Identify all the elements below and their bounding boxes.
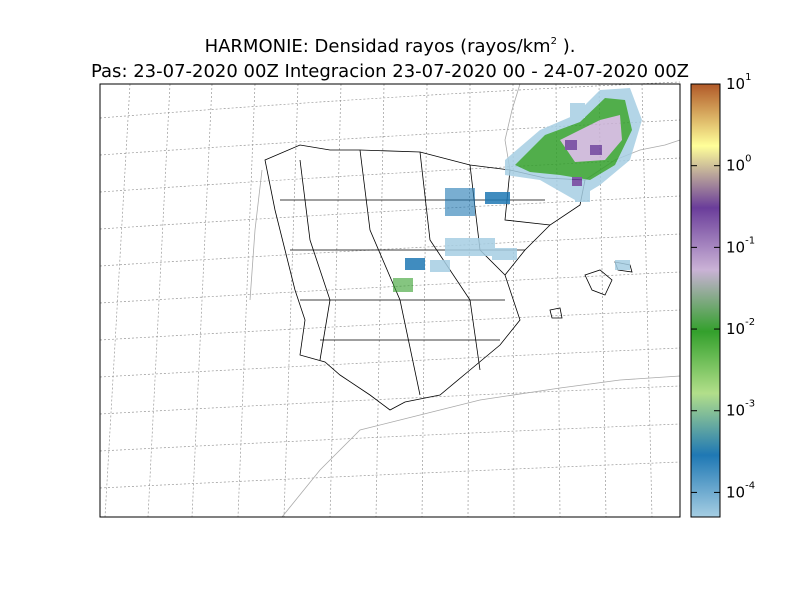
map bbox=[99, 81, 681, 518]
colorbar-tick-label: 101 bbox=[726, 72, 751, 93]
title: HARMONIE: Densidad rayos (rayos/km2 ). bbox=[205, 36, 576, 57]
density-field bbox=[393, 88, 642, 292]
provinces bbox=[280, 149, 551, 396]
map-frame bbox=[99, 83, 681, 518]
tick-base: 10 bbox=[726, 75, 745, 93]
title-superscript: 2 bbox=[551, 36, 557, 47]
colorbar-ramp bbox=[690, 83, 721, 518]
africa-coast bbox=[281, 375, 681, 518]
colorbar-tick-label: 10-3 bbox=[726, 399, 755, 420]
tick-exponent: -2 bbox=[745, 317, 755, 328]
tick-exponent: 1 bbox=[745, 72, 751, 83]
tick-exponent: -4 bbox=[745, 480, 755, 491]
title-tail: ). bbox=[557, 36, 575, 57]
colorbar-tick-label: 10-1 bbox=[726, 235, 755, 256]
balearics bbox=[549, 261, 633, 319]
portugal-sea bbox=[249, 169, 263, 301]
tick-base: 10 bbox=[726, 483, 745, 501]
colorbar-tick-label: 10-2 bbox=[726, 317, 755, 338]
tick-exponent: -1 bbox=[745, 235, 755, 246]
tick-exponent: 0 bbox=[745, 154, 751, 165]
tick-exponent: -3 bbox=[745, 399, 755, 410]
tick-base: 10 bbox=[726, 238, 745, 256]
iberia-coast bbox=[264, 144, 586, 411]
subtitle: Pas: 23-07-2020 00Z Integracion 23-07-20… bbox=[91, 61, 689, 82]
tick-base: 10 bbox=[726, 401, 745, 419]
graticule bbox=[99, 81, 681, 518]
colorbar-tick-label: 100 bbox=[726, 154, 751, 175]
tick-base: 10 bbox=[726, 320, 745, 338]
colorbar-tick-label: 10-4 bbox=[726, 480, 755, 501]
title-text: HARMONIE: Densidad rayos (rayos/km bbox=[205, 36, 551, 57]
tick-base: 10 bbox=[726, 156, 745, 174]
